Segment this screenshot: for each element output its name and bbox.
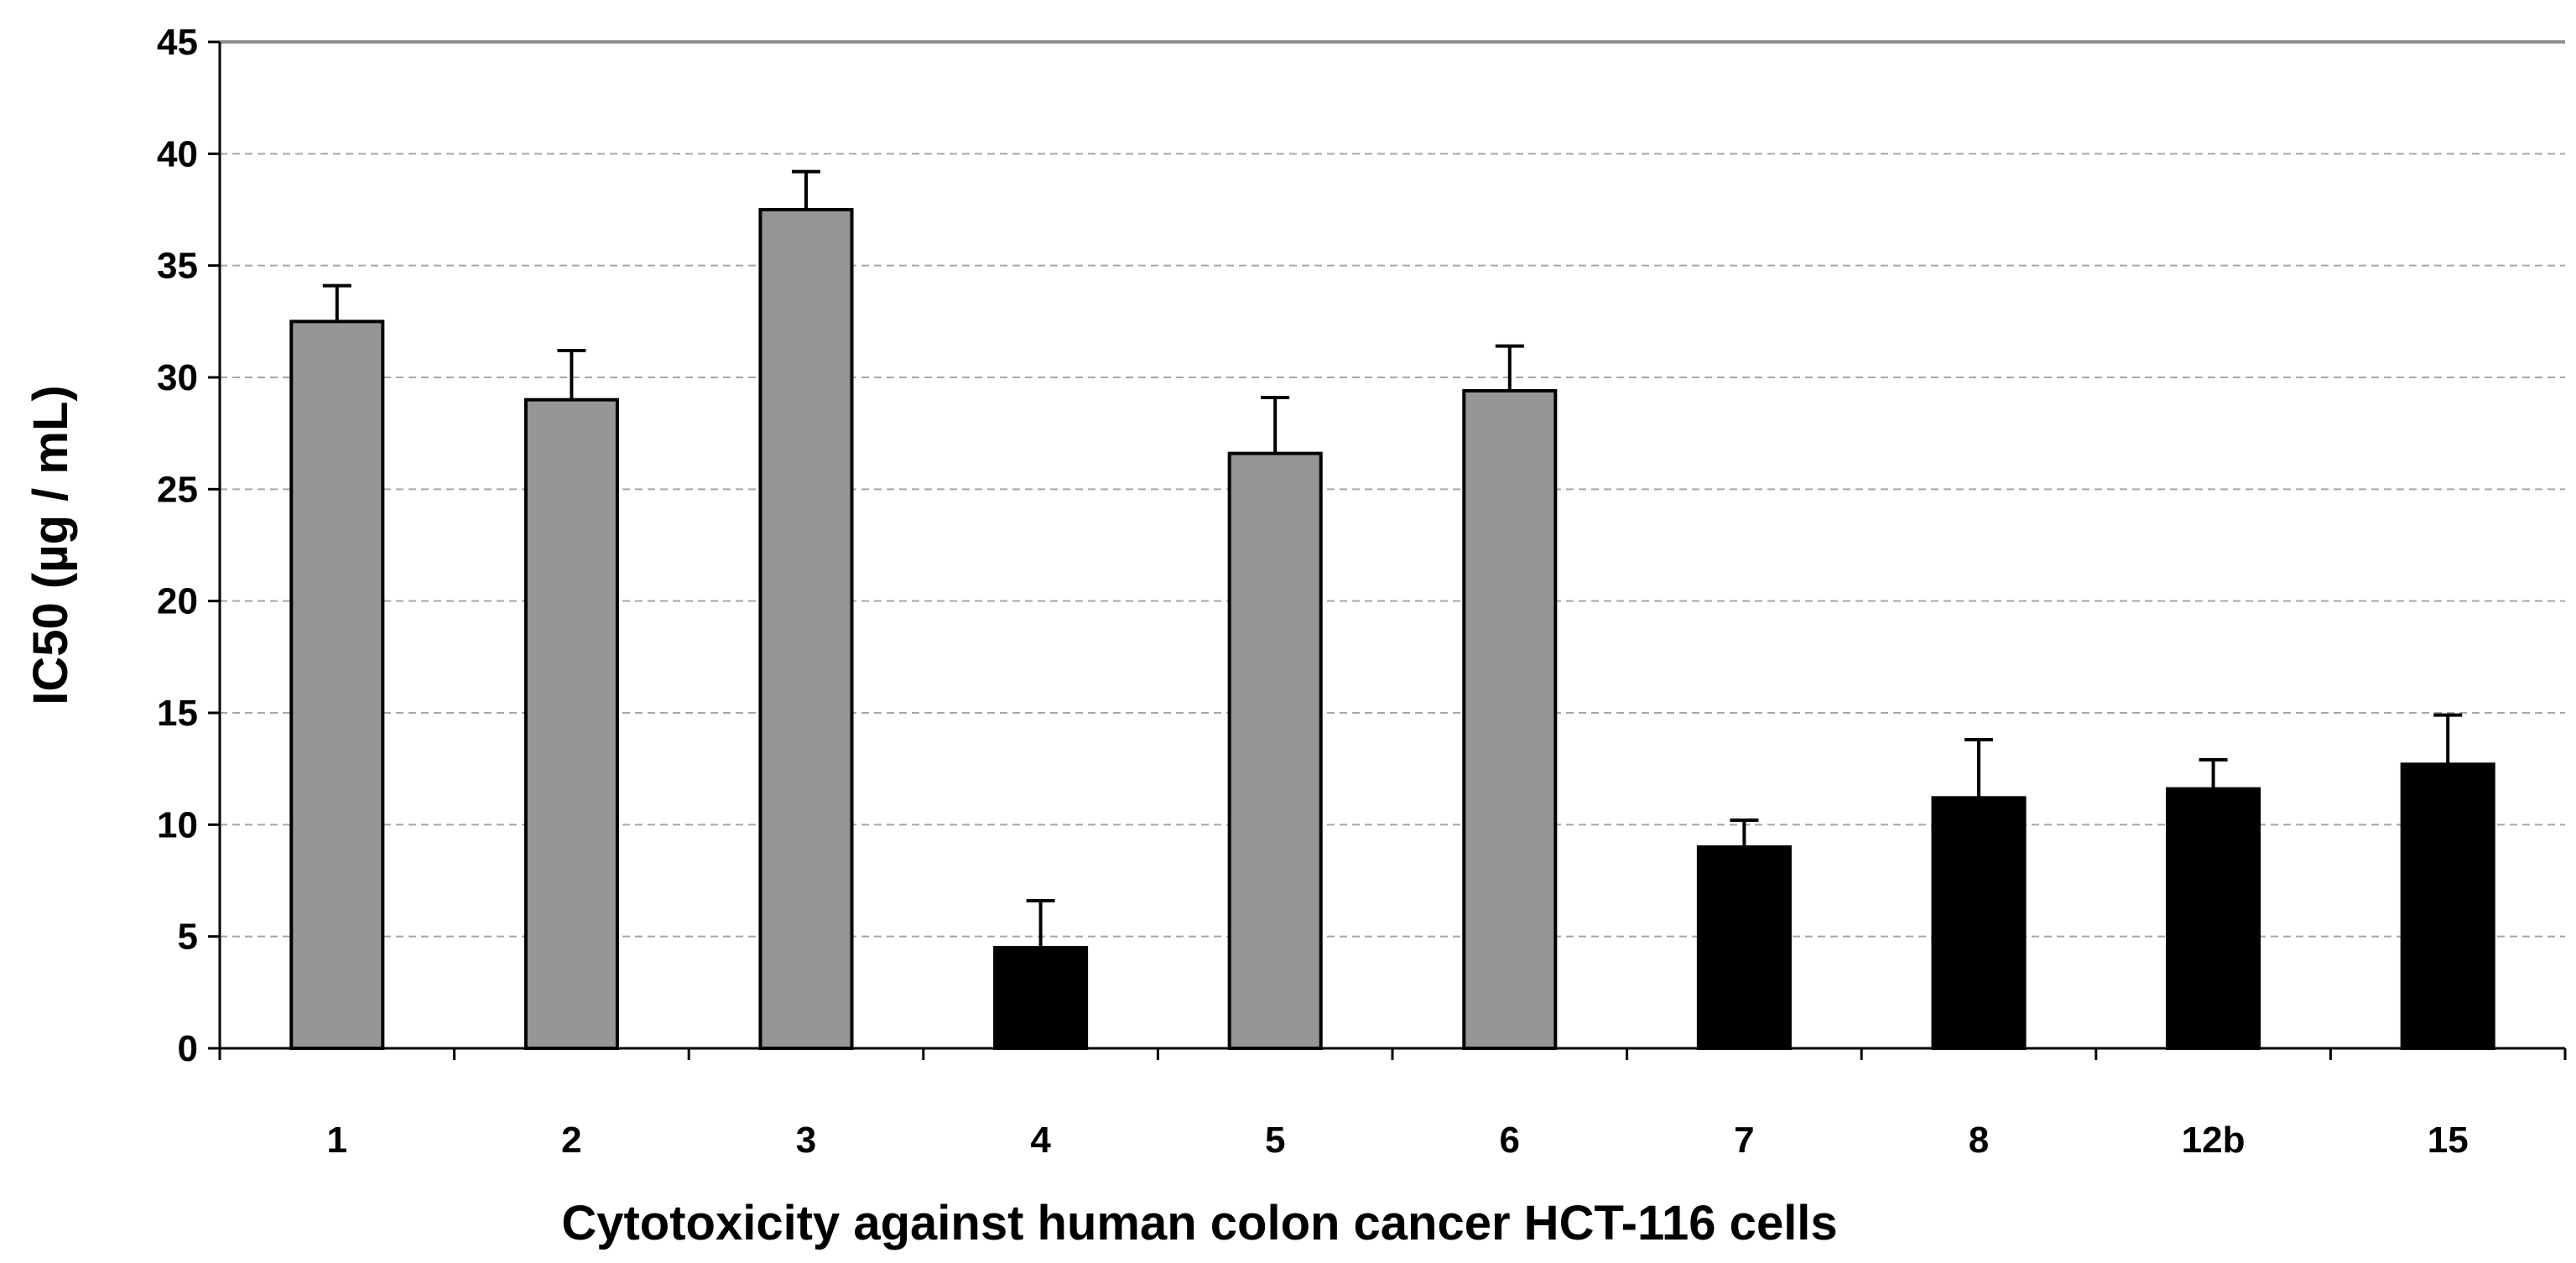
y-tick-label: 15	[157, 693, 198, 734]
bar	[2400, 762, 2495, 1050]
x-tick-label: 6	[1500, 1120, 1520, 1161]
y-tick-label: 10	[157, 804, 198, 845]
x-axis-title: Cytotoxicity against human colon cancer …	[561, 1196, 1837, 1250]
y-tick-label: 40	[157, 133, 198, 174]
bar	[1696, 845, 1792, 1050]
bar	[1931, 796, 2027, 1050]
y-tick-label: 5	[178, 917, 198, 958]
bar	[289, 320, 385, 1051]
bars	[289, 169, 2495, 1051]
bar	[1462, 389, 1558, 1050]
bar	[758, 208, 854, 1050]
y-axis-title: IC50 (µg / mL)	[23, 385, 78, 704]
y-tick-label: 30	[157, 357, 198, 398]
y-tick-label: 0	[178, 1028, 198, 1069]
bar	[523, 398, 619, 1050]
y-tick-label: 25	[157, 469, 198, 510]
x-tick-label: 1	[327, 1120, 347, 1161]
bar	[1227, 451, 1323, 1050]
x-tick-label: 12b	[2182, 1120, 2246, 1161]
x-tick-label: 2	[561, 1120, 581, 1161]
x-tick-label: 7	[1734, 1120, 1754, 1161]
x-tick-label: 3	[796, 1120, 816, 1161]
x-tick-label: 5	[1265, 1120, 1285, 1161]
axes	[208, 40, 2567, 1060]
y-tick-label: 45	[157, 22, 198, 63]
x-tick-label: 15	[2428, 1120, 2469, 1161]
y-tick-label: 20	[157, 581, 198, 622]
bar	[993, 946, 1089, 1050]
bar	[2166, 787, 2261, 1051]
y-tick-label: 35	[157, 246, 198, 287]
x-tick-label: 8	[1969, 1120, 1989, 1161]
x-tick-label: 4	[1030, 1120, 1051, 1161]
